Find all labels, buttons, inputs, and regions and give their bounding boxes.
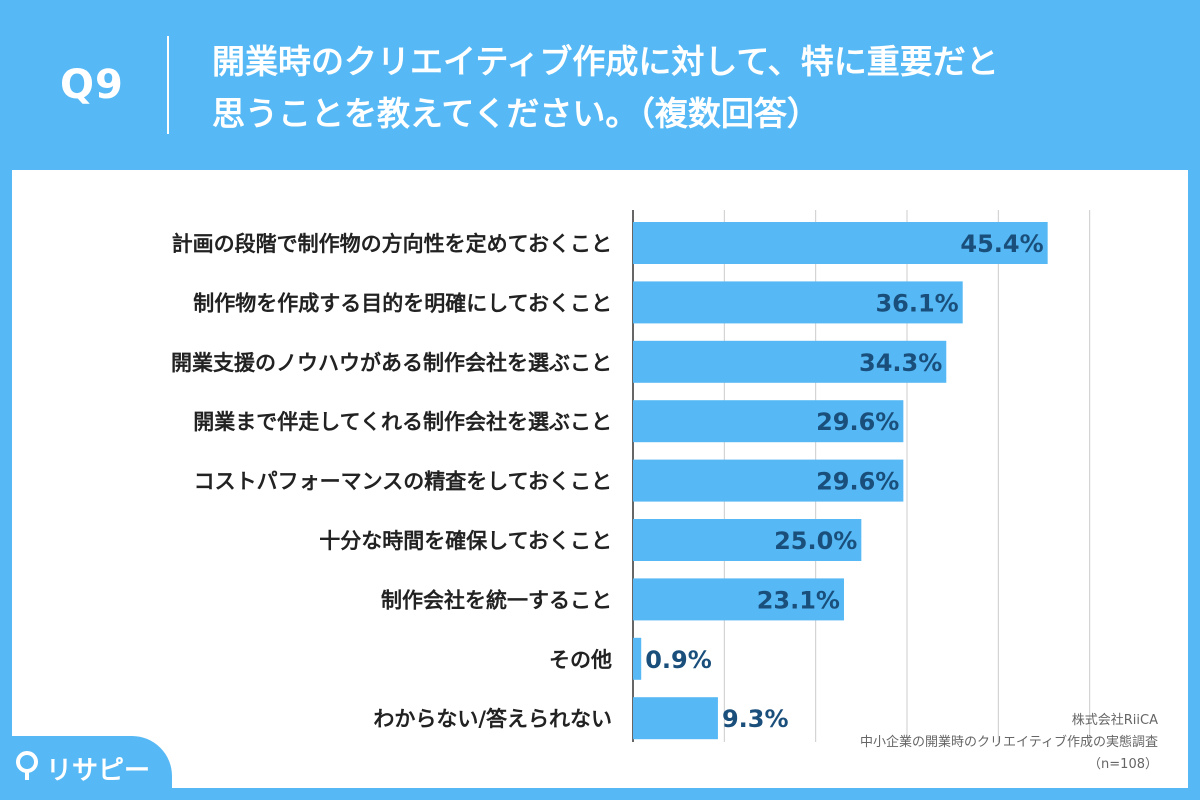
value-label: 9.3% bbox=[722, 705, 789, 733]
value-label: 29.6% bbox=[816, 468, 899, 496]
category-label: コストパフォーマンスの精査をしておくこと bbox=[194, 470, 612, 494]
category-label: わからない/答えられない bbox=[373, 707, 612, 731]
logo: リサピー bbox=[0, 736, 172, 800]
bar bbox=[633, 578, 844, 621]
bar bbox=[633, 400, 904, 443]
header-divider bbox=[167, 36, 169, 134]
credit-sample: （n=108） bbox=[1088, 757, 1158, 772]
bar bbox=[633, 459, 904, 502]
bar bbox=[633, 637, 642, 680]
logo-text: リサピー bbox=[46, 756, 151, 786]
value-label: 0.9% bbox=[645, 646, 712, 674]
bar bbox=[633, 340, 947, 383]
credit-company: 株式会社RiiCA bbox=[1071, 713, 1158, 728]
bar bbox=[633, 281, 963, 324]
question-title-line-2: 思うことを教えてください。（複数回答） bbox=[212, 94, 820, 133]
value-label: 29.6% bbox=[816, 408, 899, 436]
category-label: 計画の段階で制作物の方向性を定めておくこと bbox=[172, 232, 612, 256]
category-label: その他 bbox=[549, 648, 612, 672]
category-label: 開業支援のノウハウがある制作会社を選ぶこと bbox=[171, 351, 612, 375]
value-label: 45.4% bbox=[960, 230, 1043, 258]
bar bbox=[633, 519, 862, 561]
question-number: Q9 bbox=[60, 62, 124, 108]
credit: 株式会社RiiCA 中小企業の開業時のクリエイティブ作成の実態調査 （n=108… bbox=[738, 710, 1158, 776]
category-label: 十分な時間を確保しておくこと bbox=[319, 529, 612, 553]
value-label: 25.0% bbox=[774, 527, 857, 555]
question-title-line-1: 開業時のクリエイティブ作成に対して、特に重要だと bbox=[212, 42, 999, 81]
credit-survey: 中小企業の開業時のクリエイティブ作成の実態調査 bbox=[860, 735, 1158, 750]
question-title: 開業時のクリエイティブ作成に対して、特に重要だと 思うことを教えてください。（複… bbox=[212, 36, 1172, 140]
chart-panel: 計画の段階で制作物の方向性を定めておくこと 45.4% 制作物を作成する目的を明確に… bbox=[12, 170, 1188, 788]
header: Q9 開業時のクリエイティブ作成に対して、特に重要だと 思うことを教えてください… bbox=[0, 0, 1200, 168]
location-pin-icon bbox=[16, 751, 38, 780]
category-label: 制作会社を統一すること bbox=[381, 588, 612, 612]
bar bbox=[633, 222, 1048, 264]
value-label: 34.3% bbox=[859, 349, 942, 377]
value-label: 36.1% bbox=[875, 289, 958, 317]
value-label: 23.1% bbox=[757, 586, 840, 614]
bar bbox=[633, 697, 718, 740]
category-label: 制作物を作成する目的を明確にしておくこと bbox=[193, 291, 612, 315]
category-label: 開業まで伴走してくれる制作会社を選ぶこと bbox=[193, 410, 612, 434]
bar-chart: 計画の段階で制作物の方向性を定めておくこと 45.4% 制作物を作成する目的を明確に… bbox=[171, 210, 1091, 742]
